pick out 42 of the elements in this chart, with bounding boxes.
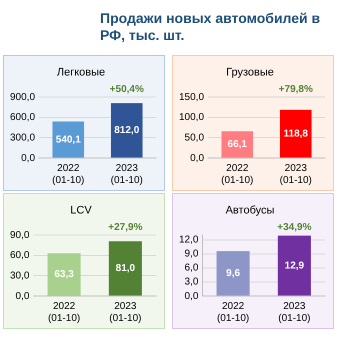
text: +79,8% [278,84,313,95]
y-tick-label: 0,0 [184,290,199,302]
data-label: 63,3 [54,269,74,280]
x-tick-label: 2023 (01-10) [280,162,312,186]
y-tick-label: 6,0 [184,262,199,274]
chart-title: Грузовые [226,66,274,79]
text: +34,9% [277,222,312,233]
y-tick-label: 30,0 [10,270,30,282]
y-tick-label: 60,0 [10,250,30,262]
chart-title: Легковые [56,66,106,79]
data-label: 12,9 [284,260,305,272]
text: +27,9% [108,222,143,233]
x-tick-label: 2022 (01-10) [48,300,80,324]
y-tick-label: 3,0 [184,276,199,288]
y-tick-label: 0,0 [21,152,36,164]
x-tick-label: 2023 (01-10) [110,162,143,186]
y-tick-label: 0,0 [16,290,30,302]
y-tick-label: 900,0 [10,92,36,103]
y-tick-label: 9,0 [184,248,199,260]
y-tick-label: 90,0 [10,230,30,241]
chart-title: Автобусы [226,204,274,217]
x-tick-label: 2022 (01-10) [221,162,254,186]
x-tick-label: 2022 (01-10) [52,162,84,186]
data-label: 540,1 [56,134,82,146]
data-label: 812,0 [114,125,140,136]
x-tick-label: 2023 (01-10) [278,300,310,324]
y-tick-label: 0,0 [190,152,204,164]
data-label: 9,6 [226,268,240,280]
chart-title: LCV [70,204,92,217]
text: +50,4% [110,84,144,95]
text: Продажи новых автомобилей в РФ, тыс. шт. [100,10,322,44]
y-tick-label: 12,0 [178,234,199,246]
x-tick-label: 2022 (01-10) [216,300,250,324]
y-tick-label: 600,0 [10,112,36,124]
x-tick-label: 2023 (01-10) [109,300,142,324]
y-tick-label: 100,0 [178,112,204,124]
y-tick-label: 50,0 [184,132,204,144]
data-label: 118,8 [284,128,308,140]
data-label: 81,0 [116,263,136,274]
y-tick-label: 150,0 [178,92,204,103]
data-label: 66,1 [228,139,248,150]
y-tick-label: 300,0 [10,132,36,144]
